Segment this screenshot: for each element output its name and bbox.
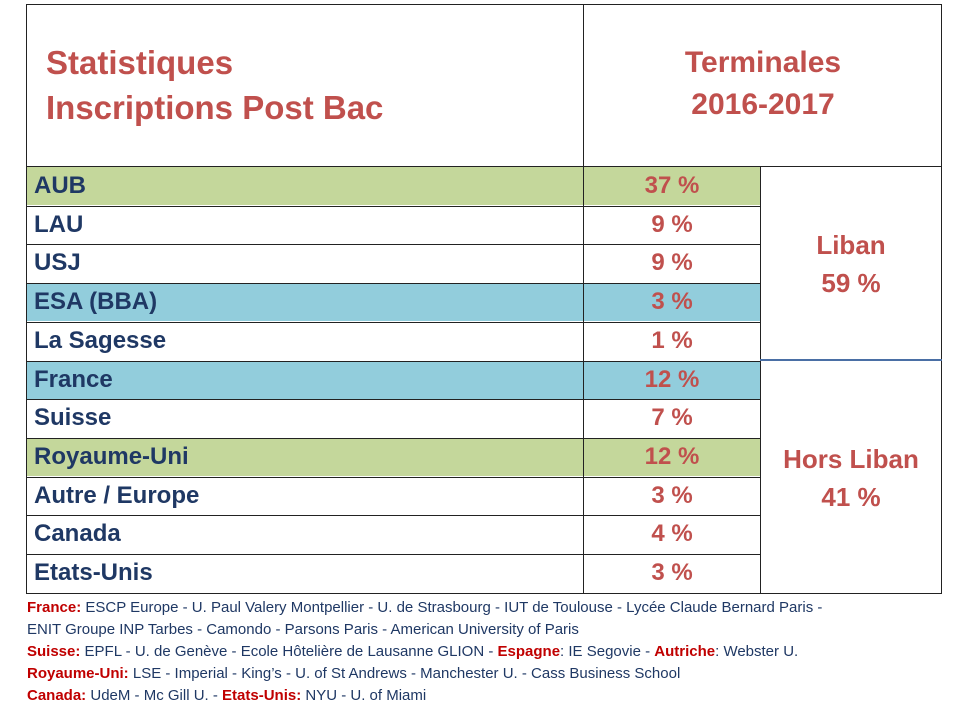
group-separator [760, 359, 942, 361]
row-percent-cell [584, 437, 760, 476]
table-row: ESA (BBA) 3 % [27, 283, 760, 322]
title-line-1: Statistiques [46, 44, 234, 81]
row-percent-cell [584, 360, 760, 399]
row-divider [26, 283, 760, 284]
row-name: Autre / Europe [34, 481, 200, 509]
group-divider [760, 166, 761, 594]
group-liban: Liban 59 % [760, 226, 942, 302]
table-row: Royaume-Uni 12 % [27, 437, 760, 476]
table-row: Suisse 7 % [27, 399, 760, 437]
note-france: France: ESCP Europe - U. Paul Valery Mon… [27, 597, 947, 619]
row-percent: 4 % [651, 520, 693, 548]
row-percent: 37 % [644, 172, 700, 199]
note-suisse: Suisse: EPFL - U. de Genève - Ecole Hôte… [27, 641, 947, 663]
row-name: La Sagesse [34, 326, 167, 354]
row-percent-cell [584, 167, 760, 205]
row-divider [26, 361, 760, 362]
row-divider [26, 244, 760, 245]
row-name-cell [27, 244, 584, 282]
header-divider [26, 166, 942, 167]
table-row: France 12 % [27, 360, 760, 399]
row-percent: 1 % [651, 326, 693, 354]
row-percent-cell [584, 283, 760, 322]
row-divider [26, 477, 760, 478]
group-liban-value: 59 % [821, 268, 881, 298]
note-usa-text: NYU - U. of Miami [301, 687, 427, 704]
row-divider [26, 206, 760, 207]
table-row: Canada 4 % [27, 515, 760, 553]
row-name: France [34, 365, 113, 393]
page-title: Statistiques Inscriptions Post Bac [46, 40, 383, 130]
row-name-cell [27, 167, 584, 205]
table-row: Autre / Europe 3 % [27, 477, 760, 515]
row-percent: 3 % [651, 288, 693, 316]
row-name: LAU [34, 210, 84, 238]
row-percent: 12 % [644, 442, 700, 470]
table-row: LAU 9 % [27, 206, 760, 244]
row-name: AUB [34, 172, 86, 199]
row-percent: 12 % [644, 365, 700, 393]
note-espagne-text: : IE Segovie - [560, 643, 655, 660]
year-heading-line-1: Terminales [684, 46, 842, 79]
row-name-cell [27, 437, 584, 476]
table-row: AUB 37 % [27, 167, 760, 205]
row-divider [26, 322, 760, 323]
year-heading: Terminales 2016-2017 [584, 42, 942, 126]
row-divider [26, 554, 760, 555]
row-name: ESA (BBA) [34, 288, 158, 316]
note-espagne-label: Espagne [497, 643, 561, 660]
group-hors-liban-label: Hors Liban [783, 444, 919, 474]
note-canada-usa: Canada: UdeM - Mc Gill U. - Etats-Unis: … [27, 685, 947, 707]
row-name: USJ [34, 249, 81, 277]
note-uk-label: Royaume-Uni: [27, 665, 129, 682]
year-heading-line-2: 2016-2017 [691, 88, 835, 121]
row-name-cell [27, 206, 584, 244]
note-autriche-text: : Webster U. [715, 643, 799, 660]
row-divider [26, 515, 760, 516]
note-uk-text: LSE - Imperial - King’s - U. of St Andre… [128, 665, 681, 682]
column-divider [583, 4, 584, 594]
group-liban-label: Liban [816, 230, 886, 260]
note-france-text: ESCP Europe - U. Paul Valery Montpellier… [81, 599, 823, 616]
row-name-cell [27, 283, 584, 322]
row-name: Royaume-Uni [34, 442, 189, 470]
row-divider [26, 438, 760, 439]
title-line-2: Inscriptions Post Bac [46, 89, 384, 126]
table-row: USJ 9 % [27, 244, 760, 282]
note-suisse-text: EPFL - U. de Genève - Ecole Hôtelière de… [80, 643, 498, 660]
row-name: Etats-Unis [34, 559, 153, 586]
note-autriche-label: Autriche [654, 643, 716, 660]
note-suisse-label: Suisse: [27, 643, 81, 660]
row-percent: 7 % [651, 404, 693, 432]
row-name: Suisse [34, 404, 112, 432]
group-hors-liban: Hors Liban 41 % [760, 440, 942, 516]
note-uk: Royaume-Uni: LSE - Imperial - King’s - U… [27, 663, 947, 685]
note-canada-label: Canada: [27, 687, 87, 704]
row-name-cell [27, 360, 584, 399]
note-france-cont: ENIT Groupe INP Tarbes - Camondo - Parso… [27, 621, 579, 638]
row-divider [26, 399, 760, 400]
footnotes: France: ESCP Europe - U. Paul Valery Mon… [27, 597, 947, 707]
table-row: Etats-Unis 3 % [27, 554, 760, 592]
row-percent: 9 % [651, 210, 693, 238]
note-canada-text: UdeM - Mc Gill U. - [86, 687, 223, 704]
statistics-table [26, 4, 942, 594]
note-france-label: France: [27, 599, 82, 616]
note-usa-label: Etats-Unis: [222, 687, 302, 704]
row-name: Canada [34, 520, 121, 548]
group-hors-liban-value: 41 % [821, 482, 881, 512]
row-percent: 9 % [651, 249, 693, 277]
row-percent: 3 % [651, 559, 693, 586]
row-percent: 3 % [651, 481, 693, 509]
table-row: La Sagesse 1 % [27, 322, 760, 360]
